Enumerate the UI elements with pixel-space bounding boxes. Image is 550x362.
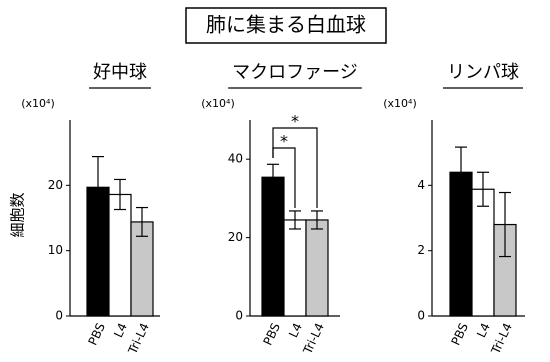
title-box: [185, 7, 387, 44]
significance-label: *: [280, 132, 288, 151]
bar: [283, 219, 307, 317]
x-tick-label: PBS: [449, 321, 471, 348]
y-tick-label: 0: [235, 309, 243, 323]
y-tick-label: 20: [228, 230, 243, 244]
y-tick-label: 0: [417, 309, 425, 323]
x-tick-label: L4: [111, 321, 130, 340]
x-tick-label: L4: [286, 321, 305, 340]
x-tick-label: L4: [474, 321, 493, 340]
panel-title: リンパ球: [447, 62, 519, 83]
significance-label: *: [291, 112, 299, 131]
y-tick-label: 4: [417, 178, 425, 192]
x-tick-label: Tri-L4: [125, 321, 152, 357]
y-tick-label: 0: [55, 309, 63, 323]
y-tick-label: 2: [417, 243, 425, 257]
bar: [471, 188, 495, 317]
y-unit: (x10⁴): [383, 97, 417, 110]
x-tick-label: Tri-L4: [488, 321, 515, 357]
x-tick-label: PBS: [86, 321, 108, 348]
y-unit: (x10⁴): [21, 97, 55, 110]
panel-title: マクロファージ: [232, 62, 358, 83]
bar: [261, 176, 285, 317]
y-unit: (x10⁴): [201, 97, 235, 110]
bar: [305, 219, 329, 317]
y-tick-label: 20: [48, 178, 63, 192]
y-axis-label: 細胞数: [9, 192, 27, 237]
figure-title: 肺に集まる白血球: [206, 13, 366, 37]
bar: [108, 193, 132, 317]
y-tick-label: 40: [228, 152, 243, 166]
x-tick-label: PBS: [261, 321, 283, 348]
significance-bracket: [272, 127, 318, 208]
panel-title: 好中球: [93, 62, 147, 83]
x-tick-label: Tri-L4: [300, 321, 327, 357]
y-tick-label: 10: [48, 243, 63, 257]
